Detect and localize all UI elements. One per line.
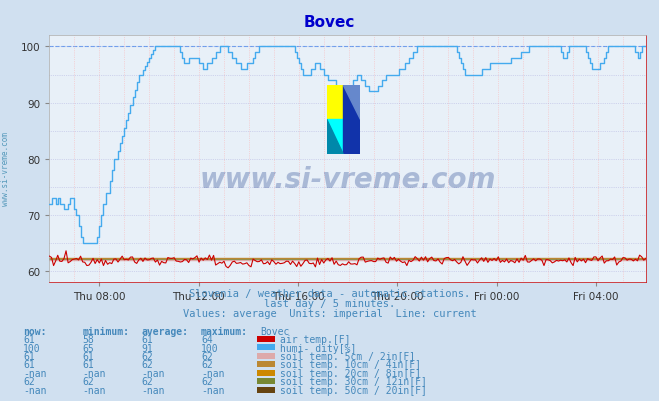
Text: -nan: -nan	[82, 368, 106, 378]
Text: 62: 62	[201, 351, 213, 361]
Text: Values: average  Units: imperial  Line: current: Values: average Units: imperial Line: cu…	[183, 309, 476, 318]
Text: soil temp. 5cm / 2in[F]: soil temp. 5cm / 2in[F]	[280, 351, 415, 361]
Bar	[327, 85, 343, 120]
Text: humi- dity[%]: humi- dity[%]	[280, 343, 357, 352]
Text: 58: 58	[82, 334, 94, 344]
Text: 65: 65	[82, 343, 94, 352]
Text: now:: now:	[23, 326, 47, 336]
Text: Slovenia / weather data - automatic stations.: Slovenia / weather data - automatic stat…	[189, 289, 470, 298]
Polygon shape	[327, 120, 343, 154]
Text: 91: 91	[142, 343, 154, 352]
Text: 62: 62	[142, 360, 154, 369]
Text: 64: 64	[201, 334, 213, 344]
Bar	[343, 85, 360, 154]
Text: minimum:: minimum:	[82, 326, 129, 336]
Text: -nan: -nan	[201, 385, 225, 395]
Text: -nan: -nan	[142, 368, 165, 378]
Text: maximum:: maximum:	[201, 326, 248, 336]
Text: 61: 61	[82, 360, 94, 369]
Text: -nan: -nan	[142, 385, 165, 395]
Text: 61: 61	[23, 351, 35, 361]
Text: Bovec: Bovec	[304, 14, 355, 30]
Polygon shape	[343, 85, 360, 120]
Text: -nan: -nan	[82, 385, 106, 395]
Text: -nan: -nan	[201, 368, 225, 378]
Text: 61: 61	[23, 334, 35, 344]
Text: 62: 62	[142, 351, 154, 361]
Text: soil temp. 30cm / 12in[F]: soil temp. 30cm / 12in[F]	[280, 377, 427, 386]
Text: 61: 61	[82, 351, 94, 361]
Text: 61: 61	[142, 334, 154, 344]
Text: 62: 62	[201, 377, 213, 386]
Text: 62: 62	[201, 360, 213, 369]
Bar	[327, 120, 343, 154]
Text: air temp.[F]: air temp.[F]	[280, 334, 351, 344]
Text: soil temp. 20cm / 8in[F]: soil temp. 20cm / 8in[F]	[280, 368, 421, 378]
Text: -nan: -nan	[23, 368, 47, 378]
Text: 100: 100	[201, 343, 219, 352]
Text: 61: 61	[23, 360, 35, 369]
Text: last day / 5 minutes.: last day / 5 minutes.	[264, 299, 395, 308]
Text: Bovec: Bovec	[260, 326, 290, 336]
Text: 62: 62	[82, 377, 94, 386]
Text: www.si-vreme.com: www.si-vreme.com	[1, 132, 10, 205]
Text: average:: average:	[142, 326, 188, 336]
Text: soil temp. 10cm / 4in[F]: soil temp. 10cm / 4in[F]	[280, 360, 421, 369]
Text: -nan: -nan	[23, 385, 47, 395]
Text: www.si-vreme.com: www.si-vreme.com	[200, 165, 496, 193]
Text: 62: 62	[142, 377, 154, 386]
Text: 62: 62	[23, 377, 35, 386]
Text: soil temp. 50cm / 20in[F]: soil temp. 50cm / 20in[F]	[280, 385, 427, 395]
Text: 100: 100	[23, 343, 41, 352]
